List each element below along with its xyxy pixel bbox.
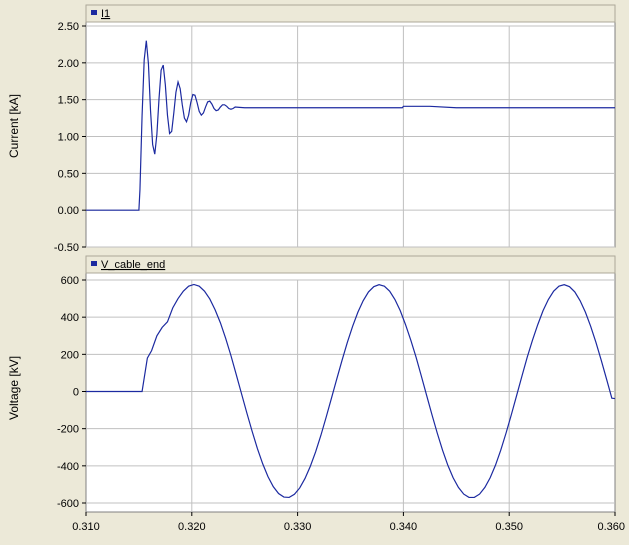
voltage-y-tick-label: -600 xyxy=(57,498,79,510)
voltage-y-tick-label: 600 xyxy=(61,275,79,287)
voltage-y-axis-label: Voltage [kV] xyxy=(7,356,21,420)
voltage-y-tick-label: -400 xyxy=(57,461,79,473)
current-y-tick-label: 0.50 xyxy=(58,168,79,180)
x-tick-label: 0.350 xyxy=(495,521,523,533)
voltage-series-line xyxy=(86,283,616,499)
x-tick-label: 0.340 xyxy=(390,521,418,533)
x-tick-label: 0.320 xyxy=(178,521,206,533)
current-y-tick-label: 1.00 xyxy=(58,132,79,144)
voltage-y-tick-label: -200 xyxy=(57,424,79,436)
current-plot-area[interactable] xyxy=(85,4,616,248)
current-legend-label: I1 xyxy=(101,8,110,20)
voltage-legend-swatch xyxy=(91,261,97,266)
current-y-tick-label: -0.50 xyxy=(54,242,79,254)
voltage-legend-label: V_cable_end xyxy=(101,259,165,271)
x-tick-label: 0.330 xyxy=(284,521,312,533)
voltage-panel: 600 400 200 0 -200 -400 -600 V_cable_end Volta… xyxy=(7,255,625,533)
current-series-line xyxy=(86,40,615,211)
current-legend-tab xyxy=(85,4,616,23)
current-legend[interactable]: I1 xyxy=(85,4,616,23)
current-y-tick-label: 2.50 xyxy=(58,21,79,33)
current-panel: 2.50 2.00 1.50 1.00 0.50 0.00 -0.50 I1 Current… xyxy=(7,4,616,254)
current-y-axis-ticks: 2.50 2.00 1.50 1.00 0.50 0.00 -0.50 xyxy=(54,21,86,254)
voltage-y-tick-label: 200 xyxy=(61,349,79,361)
voltage-legend-tab xyxy=(85,255,616,274)
current-y-tick-label: 2.00 xyxy=(58,58,79,70)
x-axis-ticks: 0.310 0.320 0.330 0.340 0.350 0.360 xyxy=(72,512,625,533)
voltage-y-tick-label: 0 xyxy=(73,387,79,399)
voltage-y-tick-label: 400 xyxy=(61,312,79,324)
current-y-tick-label: 1.50 xyxy=(58,95,79,107)
voltage-legend[interactable]: V_cable_end xyxy=(85,255,616,274)
voltage-y-axis-ticks: 600 400 200 0 -200 -400 -600 xyxy=(57,275,86,510)
voltage-grid xyxy=(86,279,615,512)
x-tick-label: 0.360 xyxy=(597,521,625,533)
current-grid xyxy=(86,25,615,248)
current-y-tick-label: 0.00 xyxy=(58,205,79,217)
voltage-plot-area[interactable] xyxy=(85,255,616,513)
current-y-axis-label: Current [kA] xyxy=(7,94,21,158)
current-legend-swatch xyxy=(91,10,97,15)
x-tick-label: 0.310 xyxy=(72,521,100,533)
